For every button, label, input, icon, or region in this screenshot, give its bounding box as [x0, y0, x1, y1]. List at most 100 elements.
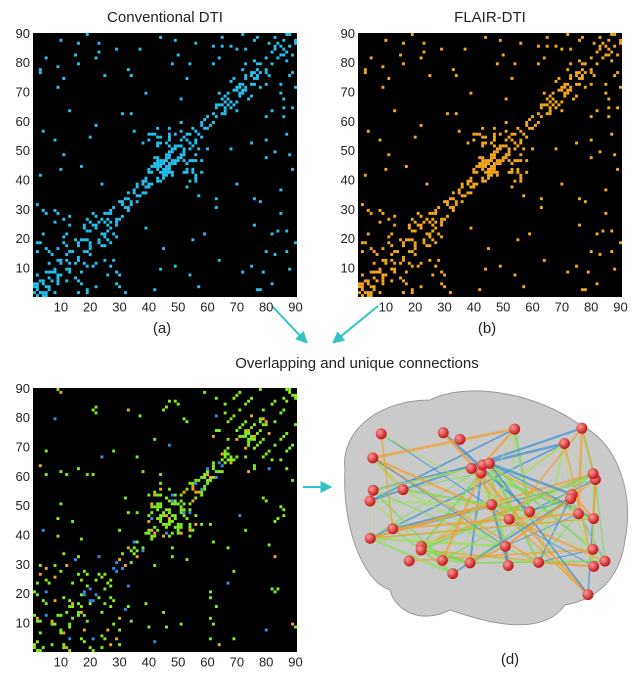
matrix-cell: [156, 508, 159, 511]
matrix-cell: [525, 171, 528, 174]
matrix-cell: [144, 532, 147, 535]
matrix-cell: [159, 488, 162, 491]
matrix-cell: [227, 103, 230, 106]
matrix-cell: [481, 165, 484, 168]
matrix-cell: [253, 423, 256, 426]
matrix-cell: [39, 174, 42, 177]
matrix-cell: [95, 262, 98, 265]
matrix-cell: [194, 159, 197, 162]
matrix-cell: [171, 171, 174, 174]
matrix-cell: [361, 274, 364, 277]
node: [524, 506, 535, 517]
matrix-cell: [613, 45, 616, 48]
matrix-cell: [616, 168, 619, 171]
matrix-cell: [165, 514, 168, 517]
matrix-cell: [171, 159, 174, 162]
matrix-cell: [282, 115, 285, 118]
matrix-cell: [496, 147, 499, 150]
matrix-cell: [153, 156, 156, 159]
matrix-cell: [77, 614, 80, 617]
matrix-cell: [367, 294, 370, 297]
matrix-cell: [153, 162, 156, 165]
matrix-cell: [36, 649, 39, 652]
matrix-cell: [478, 156, 481, 159]
matrix-cell: [95, 215, 98, 218]
x-tick-label: 30: [437, 299, 451, 314]
matrix-cell: [490, 174, 493, 177]
matrix-cell: [493, 162, 496, 165]
matrix-cell: [212, 62, 215, 65]
matrix-cell: [587, 271, 590, 274]
matrix-cell: [153, 640, 156, 643]
matrix-cell: [115, 570, 118, 573]
matrix-cell: [183, 150, 186, 153]
matrix-cell: [271, 282, 274, 285]
matrix-cell: [165, 168, 168, 171]
matrix-cell: [209, 590, 212, 593]
matrix-cell: [464, 194, 467, 197]
matrix-cell: [54, 221, 57, 224]
y-tick-label: 70: [16, 440, 30, 455]
matrix-cell: [180, 121, 183, 124]
matrix-cell: [552, 103, 555, 106]
matrix-cell: [250, 265, 253, 268]
matrix-cell: [575, 71, 578, 74]
matrix-cell: [56, 614, 59, 617]
panel-label: (b): [478, 320, 496, 337]
matrix-cell: [186, 139, 189, 142]
matrix-cell: [253, 77, 256, 80]
matrix-cell: [540, 103, 543, 106]
matrix-cell: [282, 39, 285, 42]
matrix-cell: [206, 470, 209, 473]
matrix-cell: [294, 39, 297, 42]
matrix-cell: [616, 106, 619, 109]
matrix-cell: [209, 596, 212, 599]
matrix-cell: [77, 42, 80, 45]
matrix-cell: [452, 206, 455, 209]
matrix-cell: [186, 168, 189, 171]
matrix-cell: [566, 92, 569, 95]
matrix-cell: [513, 147, 516, 150]
matrix-cell: [206, 467, 209, 470]
matrix-cell: [288, 33, 291, 36]
matrix-cell: [51, 643, 54, 646]
matrix-cell: [271, 458, 274, 461]
matrix-cell: [411, 265, 414, 268]
y-tick-label: 80: [16, 55, 30, 70]
matrix-cell: [440, 282, 443, 285]
matrix-cell: [218, 92, 221, 95]
matrix-cell: [118, 529, 121, 532]
matrix-cell: [36, 241, 39, 244]
matrix-cell: [86, 230, 89, 233]
matrix-cell: [168, 144, 171, 147]
matrix-cell: [221, 458, 224, 461]
matrix-cell: [150, 183, 153, 186]
matrix-cell: [566, 68, 569, 71]
matrix-cell: [294, 394, 297, 397]
node: [438, 427, 449, 438]
matrix-cell: [177, 532, 180, 535]
matrix-cell: [147, 520, 150, 523]
caption: Overlapping and unique connections: [235, 355, 479, 372]
node: [404, 555, 415, 566]
matrix-cell: [569, 77, 572, 80]
matrix-cell: [159, 520, 162, 523]
matrix-cell: [65, 646, 68, 649]
matrix-cell: [469, 191, 472, 194]
matrix-cell: [440, 224, 443, 227]
matrix-cell: [136, 183, 139, 186]
matrix-cell: [103, 587, 106, 590]
matrix-cell: [162, 159, 165, 162]
matrix-cell: [159, 171, 162, 174]
matrix-cell: [358, 282, 361, 285]
matrix-cell: [100, 232, 103, 235]
matrix-cell: [238, 86, 241, 89]
y-tick-label: 80: [16, 410, 30, 425]
matrix-cell: [186, 171, 189, 174]
matrix-cell: [235, 48, 238, 51]
matrix-cell: [420, 227, 423, 230]
node: [447, 568, 458, 579]
matrix-cell: [159, 165, 162, 168]
matrix-cell: [115, 224, 118, 227]
matrix-cell: [291, 479, 294, 482]
